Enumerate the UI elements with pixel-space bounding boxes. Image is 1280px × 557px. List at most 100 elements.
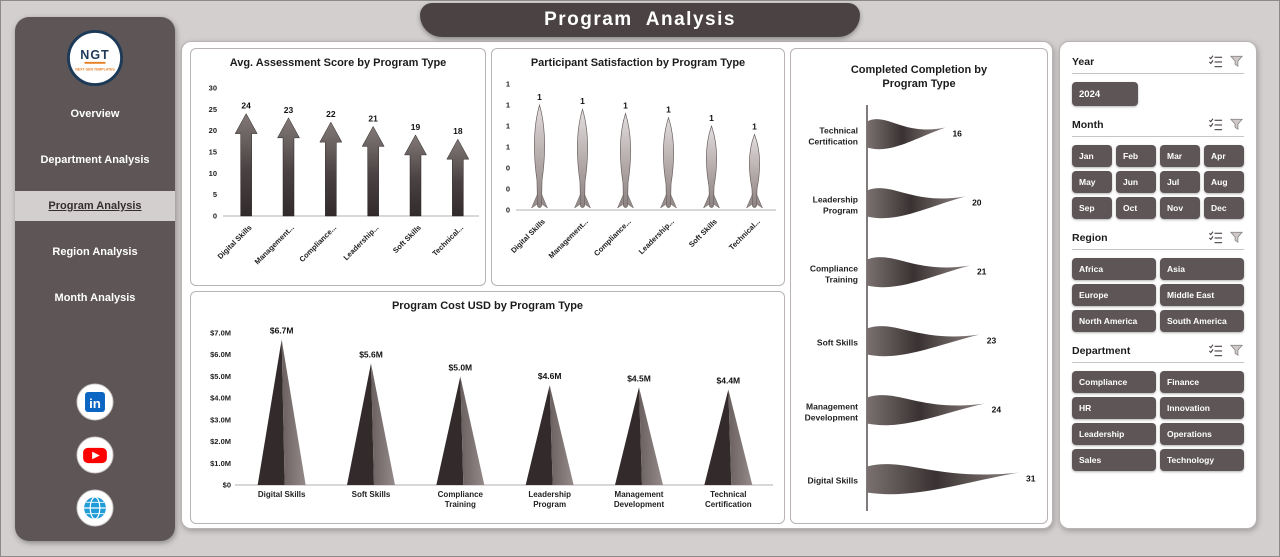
rocket-fin — [713, 193, 721, 209]
category-label: Leadership — [528, 490, 571, 499]
slicer-option-middle-east[interactable]: Middle East — [1160, 284, 1244, 306]
category-label: Digital Skills — [509, 217, 547, 255]
slicer-option-africa[interactable]: Africa — [1072, 258, 1156, 280]
y-tick-label: 20 — [209, 126, 217, 135]
category-label: Development — [614, 500, 665, 509]
slicer-department-label: Department — [1072, 344, 1131, 357]
slicer-option-aug[interactable]: Aug — [1204, 171, 1244, 193]
slicer-option-sep[interactable]: Sep — [1072, 197, 1112, 219]
slicer-option-compliance[interactable]: Compliance — [1072, 371, 1156, 393]
category-label: Soft Skills — [391, 223, 423, 255]
value-label: 16 — [952, 129, 962, 139]
value-label: 21 — [368, 113, 378, 123]
slicer-option-north-america[interactable]: North America — [1072, 310, 1156, 332]
cone-bar — [347, 363, 374, 486]
year-clear-filter-icon[interactable] — [1229, 54, 1244, 69]
website-globe-icon[interactable] — [76, 489, 114, 527]
value-label: $4.6M — [538, 371, 562, 381]
sidebar: NGT NEXT GEN TEMPLATES Overview Departmen… — [15, 17, 175, 541]
y-tick-label: $6.0M — [210, 350, 231, 359]
category-label: Digital Skills — [258, 490, 306, 499]
y-tick-label: 5 — [213, 190, 217, 199]
slicer-year-options: 2024 — [1072, 82, 1244, 106]
cone-bar — [371, 363, 395, 486]
month-multiselect-icon[interactable] — [1208, 117, 1223, 132]
rocket-fin — [530, 193, 538, 209]
value-label: 24 — [241, 101, 251, 111]
slicer-option-finance[interactable]: Finance — [1160, 371, 1244, 393]
cone-bar — [436, 376, 464, 486]
month-clear-filter-icon[interactable] — [1229, 117, 1244, 132]
slicer-option-dec[interactable]: Dec — [1204, 197, 1244, 219]
department-multiselect-icon[interactable] — [1208, 343, 1223, 358]
slicer-option-south-america[interactable]: South America — [1160, 310, 1244, 332]
department-clear-filter-icon[interactable] — [1229, 343, 1244, 358]
slicer-option-jan[interactable]: Jan — [1072, 145, 1112, 167]
value-label: 19 — [411, 122, 421, 132]
sidebar-menu: Overview Department Analysis Program Analy… — [15, 99, 175, 313]
cone-bar — [460, 376, 485, 486]
slicer-option-leadership[interactable]: Leadership — [1072, 423, 1156, 445]
sidebar-item-overview[interactable]: Overview — [70, 108, 120, 120]
rocket-bar — [620, 112, 631, 208]
sidebar-item-department-analysis[interactable]: Department Analysis — [40, 154, 150, 166]
linkedin-icon[interactable]: in — [76, 383, 114, 421]
rocket-fin — [616, 193, 624, 209]
sidebar-item-region-analysis[interactable]: Region Analysis — [52, 246, 138, 258]
category-label: Compliance — [810, 264, 858, 274]
page-title-banner: Program Analysis — [420, 3, 860, 37]
wave-bar — [867, 188, 966, 219]
slicer-option-asia[interactable]: Asia — [1160, 258, 1244, 280]
value-label: 1 — [537, 92, 542, 102]
slicer-option-sales[interactable]: Sales — [1072, 449, 1156, 471]
y-tick-label: 1 — [506, 101, 510, 110]
y-tick-label: 25 — [209, 105, 217, 114]
slicer-option-nov[interactable]: Nov — [1160, 197, 1200, 219]
slicer-month-label: Month — [1072, 118, 1104, 131]
slicer-option-oct[interactable]: Oct — [1116, 197, 1156, 219]
slicer-option-technology[interactable]: Technology — [1160, 449, 1244, 471]
divider — [1072, 136, 1244, 137]
ngt-logo-icon: NGT NEXT GEN TEMPLATES — [66, 29, 124, 87]
category-label: Management — [615, 490, 664, 499]
cone-bar — [525, 385, 553, 486]
chart-title: Participant Satisfaction by Program Type — [530, 57, 746, 69]
slicer-option-apr[interactable]: Apr — [1204, 145, 1244, 167]
year-multiselect-icon[interactable] — [1208, 54, 1223, 69]
slicer-option-innovation[interactable]: Innovation — [1160, 397, 1244, 419]
rocket-bar — [577, 108, 588, 208]
category-label: Technical — [710, 490, 746, 499]
slicer-option-operations[interactable]: Operations — [1160, 423, 1244, 445]
category-label: Training — [445, 500, 476, 509]
page-title: Program Analysis — [544, 9, 736, 30]
slicer-option-may[interactable]: May — [1072, 171, 1112, 193]
value-label: 1 — [709, 113, 714, 123]
rocket-bar — [749, 133, 760, 208]
value-label: 22 — [326, 109, 336, 119]
value-label: 18 — [453, 126, 463, 136]
youtube-icon[interactable] — [76, 436, 114, 474]
slicer-option-2024[interactable]: 2024 — [1072, 82, 1138, 106]
value-label: 21 — [977, 267, 987, 277]
value-label: 1 — [752, 121, 757, 131]
sidebar-item-program-analysis[interactable]: Program Analysis — [15, 191, 175, 221]
category-label: Soft Skills — [817, 338, 858, 348]
cone-bar — [639, 387, 663, 486]
sidebar-item-month-analysis[interactable]: Month Analysis — [54, 292, 136, 304]
slicer-option-jun[interactable]: Jun — [1116, 171, 1156, 193]
sidebar-social: in — [15, 383, 175, 527]
arrow-bar — [234, 113, 258, 217]
slicer-option-hr[interactable]: HR — [1072, 397, 1156, 419]
category-label: Compliance... — [297, 223, 338, 264]
slicer-option-mar[interactable]: Mar — [1160, 145, 1200, 167]
slicer-option-europe[interactable]: Europe — [1072, 284, 1156, 306]
slicer-option-feb[interactable]: Feb — [1116, 145, 1156, 167]
svg-text:in: in — [89, 396, 101, 411]
region-multiselect-icon[interactable] — [1208, 230, 1223, 245]
value-label: 23 — [284, 105, 294, 115]
slicer-option-jul[interactable]: Jul — [1160, 171, 1200, 193]
category-label: Program — [533, 500, 566, 509]
region-clear-filter-icon[interactable] — [1229, 230, 1244, 245]
wave-bar — [867, 119, 946, 150]
